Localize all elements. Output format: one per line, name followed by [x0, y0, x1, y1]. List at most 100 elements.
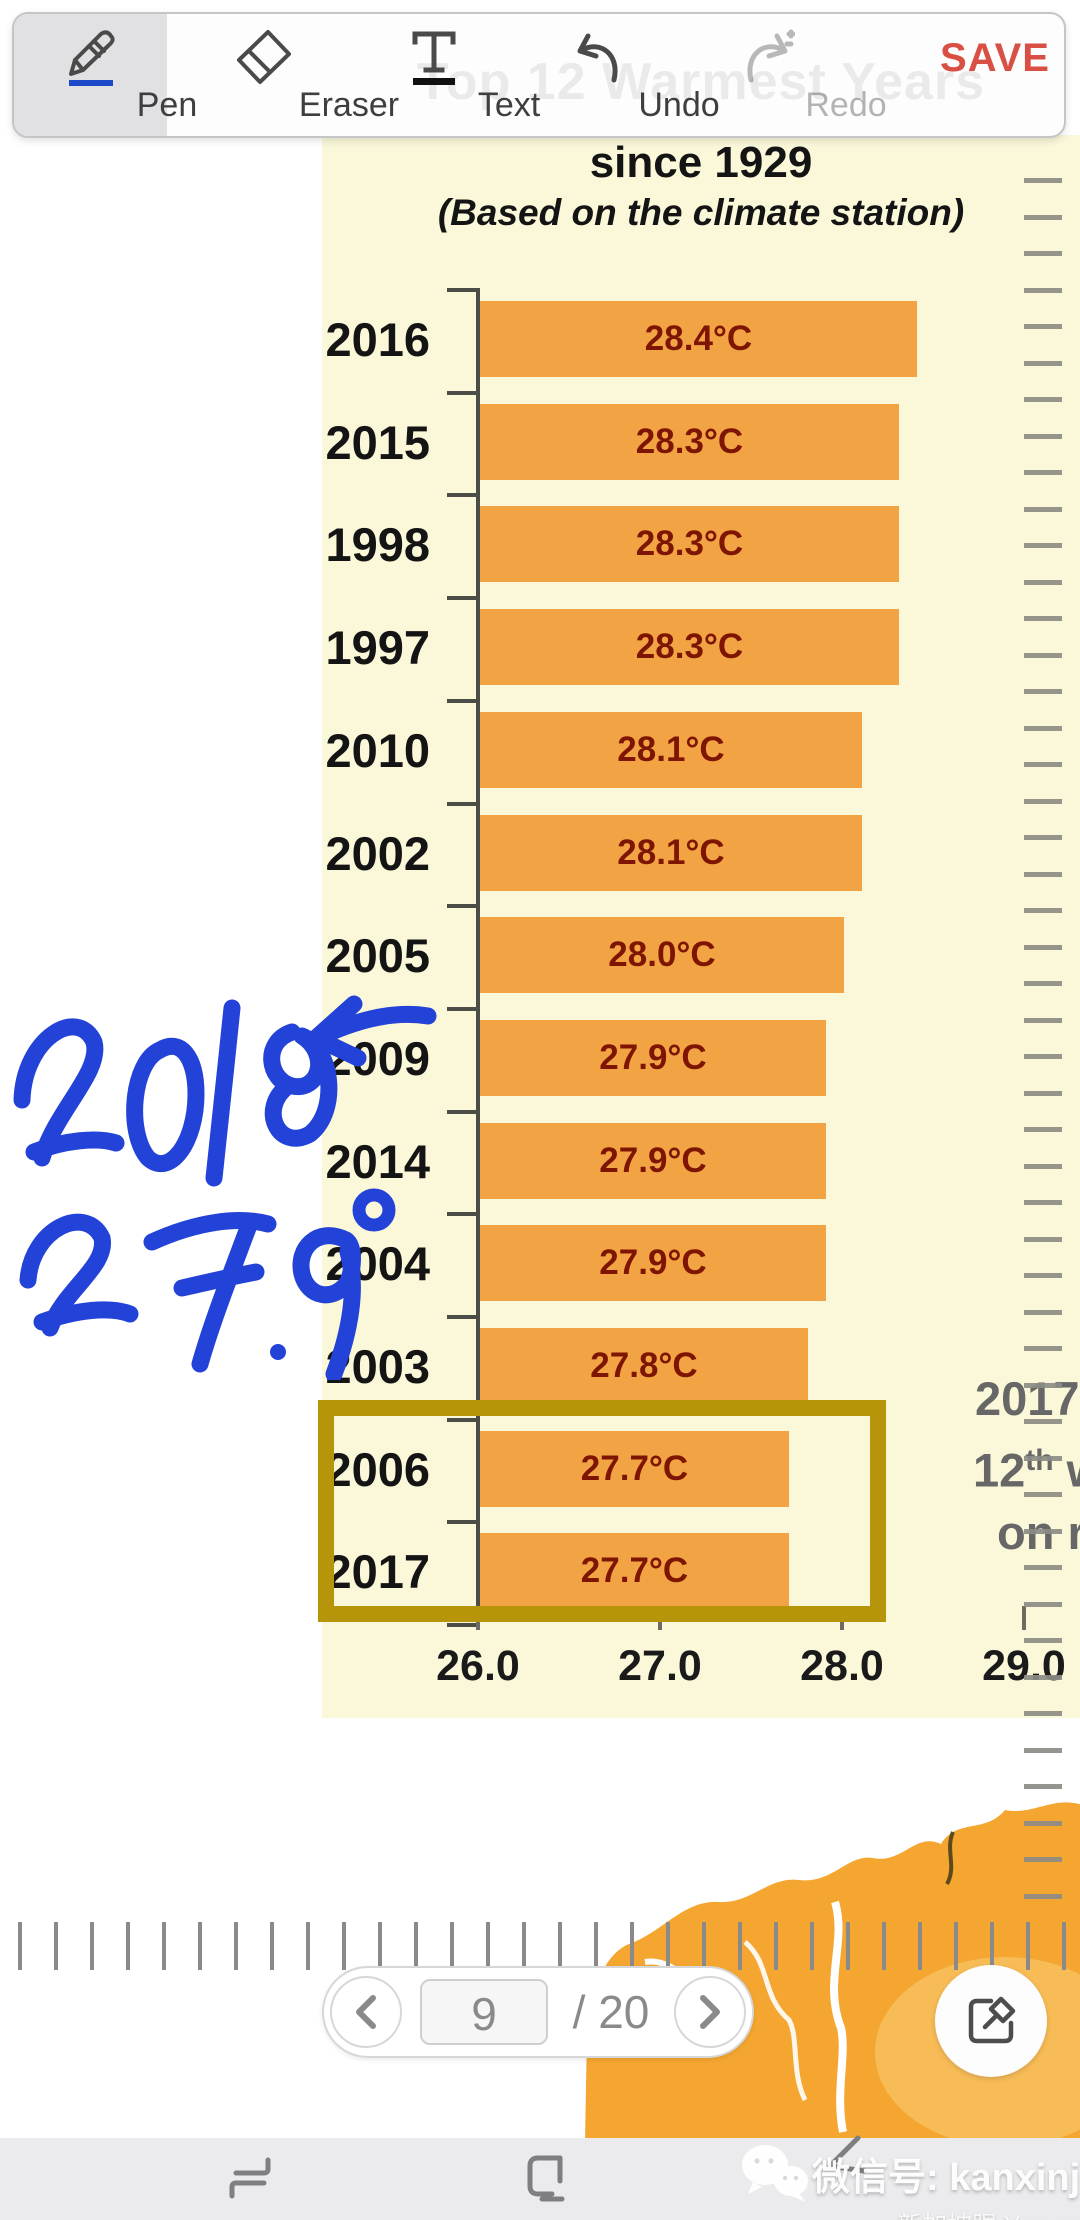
ink-digit	[191, 1219, 257, 1373]
chevron-left-icon	[356, 1995, 376, 2029]
editor-toolbar: Pen Eraser Text	[12, 12, 1066, 138]
bottom-ruler-tick	[270, 1922, 274, 1970]
chart-row: 1997 28.3°C	[0, 596, 1080, 699]
text-tool-button[interactable]: Text	[359, 14, 540, 136]
recent-apps-button[interactable]	[222, 2150, 278, 2206]
bottom-ruler-tick	[486, 1922, 490, 1970]
bottom-ruler-tick	[126, 1922, 130, 1970]
bottom-ruler-tick	[738, 1922, 742, 1970]
year-label: 2016	[325, 313, 430, 366]
bottom-ruler-tick	[1026, 1922, 1030, 1970]
map-road	[945, 1831, 955, 1885]
chart-row: 2002 28.1°C	[0, 802, 1080, 905]
temperature-value-label: 27.7°C	[580, 1551, 689, 1591]
temperature-value-label: 28.1°C	[617, 729, 725, 769]
previous-page-button[interactable]	[330, 1976, 402, 2048]
temperature-bar: 28.3°C	[480, 506, 899, 583]
x-axis-tick	[1022, 1606, 1026, 1630]
temperature-bar: 28.0°C	[480, 917, 844, 994]
page-navigation: 9 / 20	[322, 1966, 754, 2058]
right-ruler-tick	[1024, 1602, 1062, 1607]
ink-digit	[173, 1263, 265, 1297]
year-label: 2010	[325, 723, 430, 777]
y-axis-tick	[447, 802, 477, 806]
right-ruler-tick	[1024, 1054, 1062, 1059]
home-icon	[527, 2155, 565, 2202]
pen-tool-button[interactable]: Pen	[14, 14, 197, 136]
y-axis-tick	[447, 699, 477, 703]
right-ruler-tick	[1024, 1492, 1062, 1497]
chart-row: 2015 28.3°C	[0, 391, 1080, 494]
bottom-ruler-tick	[666, 1922, 670, 1970]
highlight-rectangle-annotation	[318, 1400, 886, 1622]
right-ruler-tick	[1024, 1164, 1062, 1169]
right-ruler-tick	[1024, 1273, 1062, 1278]
export-note-icon	[968, 1996, 1016, 2044]
y-axis-line	[476, 288, 480, 1630]
undo-tool-label: Undo	[638, 86, 720, 124]
undo-icon	[570, 28, 628, 91]
right-ruler-tick	[1024, 361, 1062, 366]
share-button[interactable]	[935, 1965, 1047, 2077]
bottom-ruler-tick	[18, 1922, 22, 1970]
temperature-value-label: 28.1°C	[617, 832, 725, 872]
bottom-ruler-tick	[306, 1922, 310, 1970]
bottom-ruler-tick	[774, 1922, 778, 1970]
eraser-tool-button[interactable]: Eraser	[179, 14, 399, 136]
right-ruler-tick	[1024, 1675, 1062, 1680]
year-label: 2002	[325, 826, 430, 880]
right-ruler-tick	[1024, 178, 1062, 183]
ink-digit	[325, 1243, 361, 1380]
y-axis-tick	[447, 493, 477, 497]
x-axis-tick-label: 27.0	[618, 1642, 702, 1690]
right-ruler-tick	[1024, 1529, 1062, 1534]
pen-tool-label: Pen	[136, 86, 198, 124]
ink-digit	[205, 999, 241, 1187]
home-button[interactable]	[518, 2150, 574, 2206]
ink-digit	[263, 1023, 338, 1147]
side-note-line2: 12th wa	[973, 1443, 1080, 1497]
temperature-bar: 28.3°C	[480, 403, 899, 480]
temperature-value-label: 27.7°C	[580, 1448, 689, 1488]
bottom-ruler-tick	[378, 1922, 382, 1970]
next-page-button[interactable]	[674, 1976, 746, 2048]
temperature-bar: 28.1°C	[480, 711, 862, 788]
right-ruler-tick	[1024, 397, 1062, 402]
ink-digit	[33, 1301, 139, 1331]
temperature-value-label: 28.3°C	[635, 627, 744, 667]
right-ruler-tick	[1024, 434, 1062, 439]
bottom-ruler-tick	[198, 1922, 202, 1970]
right-ruler-tick	[1024, 1383, 1062, 1388]
chart-row: 2003 27.8°C	[0, 1315, 1080, 1418]
handwritten-annotation	[13, 995, 437, 1380]
right-ruler-tick	[1024, 1419, 1062, 1424]
bottom-ruler-tick	[990, 1922, 994, 1970]
redo-button[interactable]: Redo	[686, 14, 887, 136]
year-label: 2014	[325, 1134, 430, 1188]
bottom-ruler-tick	[846, 1922, 850, 1970]
right-ruler-tick	[1024, 1857, 1062, 1862]
right-ruler-tick	[1024, 872, 1062, 877]
bottom-ruler-tick	[1062, 1922, 1066, 1970]
save-button[interactable]: SAVE	[940, 36, 1050, 80]
current-page-input[interactable]: 9	[420, 1979, 548, 2045]
bottom-ruler-tick	[882, 1922, 886, 1970]
y-axis-tick	[447, 1110, 477, 1114]
back-button[interactable]	[815, 2128, 871, 2184]
temperature-value-label: 28.4°C	[644, 319, 753, 358]
temperature-bar: 28.4°C	[480, 301, 917, 377]
bottom-ruler-tick	[342, 1922, 346, 1970]
temperature-bar: 27.9°C	[480, 1122, 826, 1199]
right-ruler-tick	[1024, 1456, 1062, 1461]
right-ruler-tick	[1024, 762, 1062, 767]
temperature-bar: 27.8°C	[480, 1328, 808, 1404]
bottom-ruler-tick	[234, 1922, 238, 1970]
undo-button[interactable]: Undo	[519, 14, 720, 136]
chart-subtitle-2: (Based on the climate station)	[437, 192, 965, 233]
map-river-2	[743, 1940, 808, 2102]
right-ruler-tick	[1024, 981, 1062, 986]
temperature-value-label: 28.3°C	[635, 524, 744, 564]
bottom-ruler-tick	[594, 1922, 598, 1970]
right-ruler-tick	[1024, 1237, 1062, 1242]
right-ruler-tick	[1024, 653, 1062, 658]
